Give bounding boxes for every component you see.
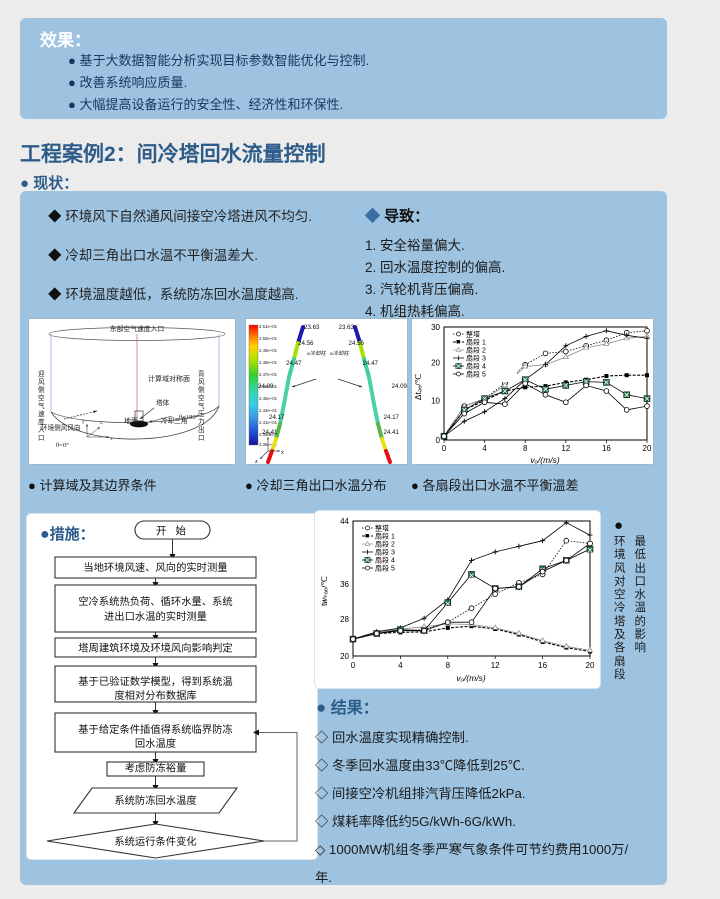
svg-text:α冷却柱: α冷却柱 <box>330 350 349 357</box>
svg-text:空: 空 <box>38 393 45 402</box>
svg-text:2.43e+01: 2.43e+01 <box>259 408 278 413</box>
svg-text:侧: 侧 <box>198 385 205 394</box>
svg-text:24.09: 24.09 <box>258 383 274 390</box>
svg-text:当地环境风速、风向的实时测量: 当地环境风速、风向的实时测量 <box>83 561 227 574</box>
svg-text:风: 风 <box>198 378 205 386</box>
svg-text:24.47: 24.47 <box>363 360 379 367</box>
svg-text:t𝑤ₕₐₑ/℃: t𝑤ₕₐₑ/℃ <box>319 576 329 606</box>
svg-text:12: 12 <box>491 661 500 670</box>
svg-text:4: 4 <box>482 444 487 453</box>
svg-text:开 始: 开 始 <box>156 524 189 537</box>
svg-text:28: 28 <box>340 615 349 624</box>
svg-text:Δtₔₑ/℃: Δtₔₑ/℃ <box>413 373 423 400</box>
svg-text:扇段 4: 扇段 4 <box>375 556 395 565</box>
svg-text:8: 8 <box>523 444 528 453</box>
svg-text:计算域对称面: 计算域对称面 <box>148 374 190 383</box>
svg-text:2.48e+01: 2.48e+01 <box>259 360 278 365</box>
svg-text:24.17: 24.17 <box>269 414 285 421</box>
svg-text:20: 20 <box>586 661 595 670</box>
svg-text:扇段 4: 扇段 4 <box>466 362 486 371</box>
svg-text:0: 0 <box>351 661 356 670</box>
svg-text:z: z <box>100 420 103 426</box>
svg-text:0: 0 <box>442 444 447 453</box>
svg-text:16: 16 <box>602 444 611 453</box>
svg-text:气: 气 <box>198 401 205 410</box>
svg-text:0: 0 <box>436 436 441 445</box>
svg-text:扇段 2: 扇段 2 <box>466 346 486 355</box>
svg-text:扇段 1: 扇段 1 <box>375 532 395 541</box>
svg-text:36: 36 <box>340 580 349 589</box>
svg-text:θ=0°: θ=0° <box>56 442 69 449</box>
svg-text:扇段 5: 扇段 5 <box>375 564 395 573</box>
svg-text:气: 气 <box>38 401 45 410</box>
svg-text:环境侧风风向: 环境侧风风向 <box>41 423 81 432</box>
svg-text:8: 8 <box>446 661 451 670</box>
svg-text:扇段 3: 扇段 3 <box>466 354 486 363</box>
svg-text:2.50e+01: 2.50e+01 <box>259 336 278 341</box>
svg-text:24.41: 24.41 <box>384 429 400 436</box>
svg-text:y: y <box>269 431 272 437</box>
svg-text:整塔: 整塔 <box>466 330 480 339</box>
svg-text:20: 20 <box>431 359 440 368</box>
svg-text:基于已验证数学模型，得到系统温: 基于已验证数学模型，得到系统温 <box>78 675 232 688</box>
svg-text:系统防冻回水温度: 系统防冻回水温度 <box>114 794 196 807</box>
svg-text:12: 12 <box>561 444 570 453</box>
svg-text:整塔: 整塔 <box>375 524 389 533</box>
svg-text:扇段 5: 扇段 5 <box>466 370 486 379</box>
svg-text:vₒ/(m/s): vₒ/(m/s) <box>530 455 559 465</box>
svg-text:24.56: 24.56 <box>349 340 365 347</box>
svg-text:20: 20 <box>643 444 652 453</box>
svg-text:vₒ/(m/s): vₒ/(m/s) <box>456 673 485 683</box>
svg-text:44: 44 <box>340 517 349 526</box>
svg-text:东部空气速度入口: 东部空气速度入口 <box>110 324 164 333</box>
svg-text:2.47e+01: 2.47e+01 <box>259 372 278 377</box>
svg-text:24.09: 24.09 <box>392 383 408 390</box>
svg-text:扇段 2: 扇段 2 <box>375 540 395 549</box>
svg-text:y: y <box>82 419 85 425</box>
svg-text:口: 口 <box>38 434 45 442</box>
svg-text:空: 空 <box>198 393 205 402</box>
svg-text:扇段 3: 扇段 3 <box>375 548 395 557</box>
svg-text:回水温度: 回水温度 <box>135 737 176 750</box>
svg-text:2.49e+01: 2.49e+01 <box>259 348 278 353</box>
svg-text:24.56: 24.56 <box>298 340 314 347</box>
svg-text:24.17: 24.17 <box>384 414 400 421</box>
svg-text:基于给定条件插值得系统临界防冻: 基于给定条件插值得系统临界防冻 <box>78 723 232 736</box>
svg-text:24.47: 24.47 <box>286 360 302 367</box>
svg-text:2.51e+01: 2.51e+01 <box>259 324 278 329</box>
svg-text:30: 30 <box>431 323 440 332</box>
svg-text:考虑防冻裕量: 考虑防冻裕量 <box>125 762 187 775</box>
svg-text:z: z <box>255 459 258 465</box>
svg-text:进出口水温的实时测量: 进出口水温的实时测量 <box>104 610 207 623</box>
svg-text:度相对分布数据库: 度相对分布数据库 <box>114 689 196 702</box>
svg-text:4: 4 <box>398 661 403 670</box>
svg-text:扇段 1: 扇段 1 <box>466 338 486 347</box>
svg-text:α冷却柱: α冷却柱 <box>307 350 326 357</box>
svg-text:20: 20 <box>340 652 349 661</box>
svg-text:速: 速 <box>38 410 45 418</box>
svg-text:23.63: 23.63 <box>304 324 320 331</box>
svg-text:10: 10 <box>431 396 440 405</box>
svg-text:系统运行条件变化: 系统运行条件变化 <box>114 835 196 848</box>
svg-text:塔周建筑环境及环境风向影响判定: 塔周建筑环境及环境风向影响判定 <box>78 642 232 655</box>
svg-text:风: 风 <box>38 378 45 386</box>
svg-text:θ=180°: θ=180° <box>179 414 199 421</box>
svg-text:迎: 迎 <box>38 369 45 378</box>
svg-text:x: x <box>281 450 284 456</box>
svg-text:口: 口 <box>198 434 205 442</box>
svg-text:背: 背 <box>198 369 205 378</box>
svg-text:x: x <box>110 436 113 442</box>
svg-text:2.45e+01: 2.45e+01 <box>259 396 278 401</box>
svg-text:23.63: 23.63 <box>339 324 355 331</box>
svg-text:塔体: 塔体 <box>156 398 170 407</box>
svg-text:16: 16 <box>538 661 547 670</box>
svg-text:空冷系统热负荷、循环水量、系统: 空冷系统热负荷、循环水量、系统 <box>78 595 232 608</box>
svg-text:侧: 侧 <box>38 385 45 394</box>
